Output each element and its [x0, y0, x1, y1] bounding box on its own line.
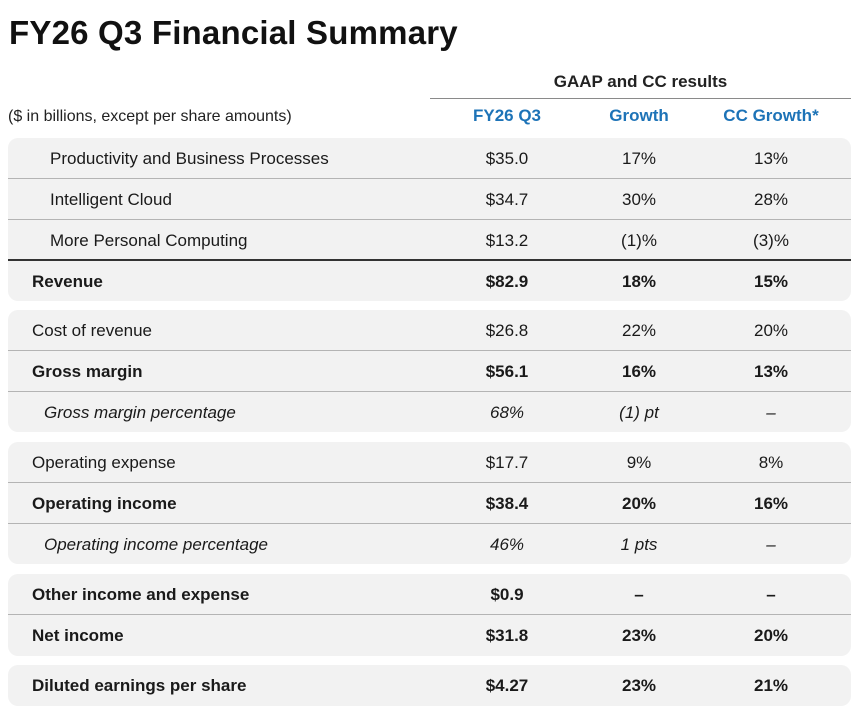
net-income-block: Other income and expense $0.9 – – Net in…	[8, 574, 851, 656]
row-growth: 1 pts	[620, 535, 658, 554]
table-row: Gross margin $56.1 16% 13%	[8, 350, 851, 392]
table-row: Operating income $38.4 20% 16%	[8, 482, 851, 524]
row-label: Revenue	[32, 272, 103, 291]
row-cc-growth: 21%	[753, 676, 789, 695]
row-growth: 23%	[621, 626, 657, 645]
table-row-total: Revenue $82.9 18% 15%	[8, 259, 851, 302]
row-value: $17.7	[485, 453, 529, 472]
row-value: $56.1	[485, 362, 529, 381]
row-label: Intelligent Cloud	[50, 190, 172, 209]
row-value: 68%	[489, 403, 525, 422]
row-cc-growth: 15%	[753, 272, 789, 291]
table-row: Operating expense $17.7 9% 8%	[8, 442, 851, 483]
row-label: Other income and expense	[32, 585, 250, 604]
row-label: Net income	[32, 626, 124, 645]
row-cc-growth: (3)%	[753, 231, 789, 250]
table-row: Operating income percentage 46% 1 pts –	[8, 523, 851, 565]
eps-block: Diluted earnings per share $4.27 23% 21%	[8, 665, 851, 706]
row-cc-growth: 28%	[753, 190, 789, 209]
row-label: Operating expense	[32, 453, 176, 472]
table-row: Intelligent Cloud $34.7 30% 28%	[8, 178, 851, 220]
operating-block: Operating expense $17.7 9% 8% Operating …	[8, 442, 851, 564]
table-row: Productivity and Business Processes $35.…	[8, 138, 851, 179]
row-growth: 17%	[621, 149, 657, 168]
row-label: Productivity and Business Processes	[50, 149, 329, 168]
table-row: Gross margin percentage 68% (1) pt –	[8, 391, 851, 433]
row-value: $13.2	[485, 231, 529, 250]
row-value: $38.4	[485, 494, 529, 513]
row-label: Gross margin percentage	[44, 403, 236, 422]
table-row: Other income and expense $0.9 – –	[8, 574, 851, 615]
row-value: $35.0	[485, 149, 529, 168]
row-growth: –	[634, 585, 644, 604]
row-cc-growth: –	[766, 535, 776, 554]
row-cc-growth: 13%	[753, 362, 789, 381]
page-title: FY26 Q3 Financial Summary	[9, 14, 458, 51]
row-growth: 18%	[621, 272, 657, 291]
column-group-header: GAAP and CC results	[430, 70, 851, 99]
revenue-block: Productivity and Business Processes $35.…	[8, 138, 851, 301]
row-growth: 16%	[621, 362, 657, 381]
row-label: Operating income percentage	[44, 535, 268, 554]
table-row: Diluted earnings per share $4.27 23% 21%	[8, 665, 851, 706]
row-label: Cost of revenue	[32, 321, 153, 340]
units-note: ($ in billions, except per share amounts…	[8, 108, 292, 125]
row-value: 46%	[489, 535, 525, 554]
row-cc-growth: 8%	[758, 453, 784, 472]
table-row: Net income $31.8 23% 20%	[8, 614, 851, 656]
row-growth: (1) pt	[619, 403, 659, 422]
row-value: $34.7	[485, 190, 529, 209]
table-row: Cost of revenue $26.8 22% 20%	[8, 310, 851, 351]
row-growth: 22%	[621, 321, 657, 340]
group-header-label: GAAP and CC results	[553, 72, 728, 91]
column-header-cc-growth: CC Growth*	[723, 106, 819, 125]
row-label: Diluted earnings per share	[32, 676, 247, 695]
table-row: More Personal Computing $13.2 (1)% (3)%	[8, 219, 851, 261]
row-value: $4.27	[485, 676, 529, 695]
row-value: $0.9	[490, 585, 524, 604]
row-growth: (1)%	[621, 231, 657, 250]
row-cc-growth: 16%	[753, 494, 789, 513]
row-value: $82.9	[485, 272, 529, 291]
row-value: $31.8	[485, 626, 529, 645]
column-header-growth: Growth	[609, 106, 669, 125]
row-label: Gross margin	[32, 362, 143, 381]
row-growth: 30%	[621, 190, 657, 209]
column-header-fy26-q3: FY26 Q3	[472, 106, 542, 125]
row-value: $26.8	[485, 321, 529, 340]
row-cc-growth: 13%	[753, 149, 789, 168]
row-growth: 23%	[621, 676, 657, 695]
row-cc-growth: 20%	[753, 321, 789, 340]
row-growth: 20%	[621, 494, 657, 513]
row-label: More Personal Computing	[50, 231, 248, 250]
row-cc-growth: –	[766, 585, 776, 604]
gross-margin-block: Cost of revenue $26.8 22% 20% Gross marg…	[8, 310, 851, 432]
row-cc-growth: 20%	[753, 626, 789, 645]
row-cc-growth: –	[766, 403, 776, 422]
row-label: Operating income	[32, 494, 177, 513]
row-growth: 9%	[626, 453, 652, 472]
